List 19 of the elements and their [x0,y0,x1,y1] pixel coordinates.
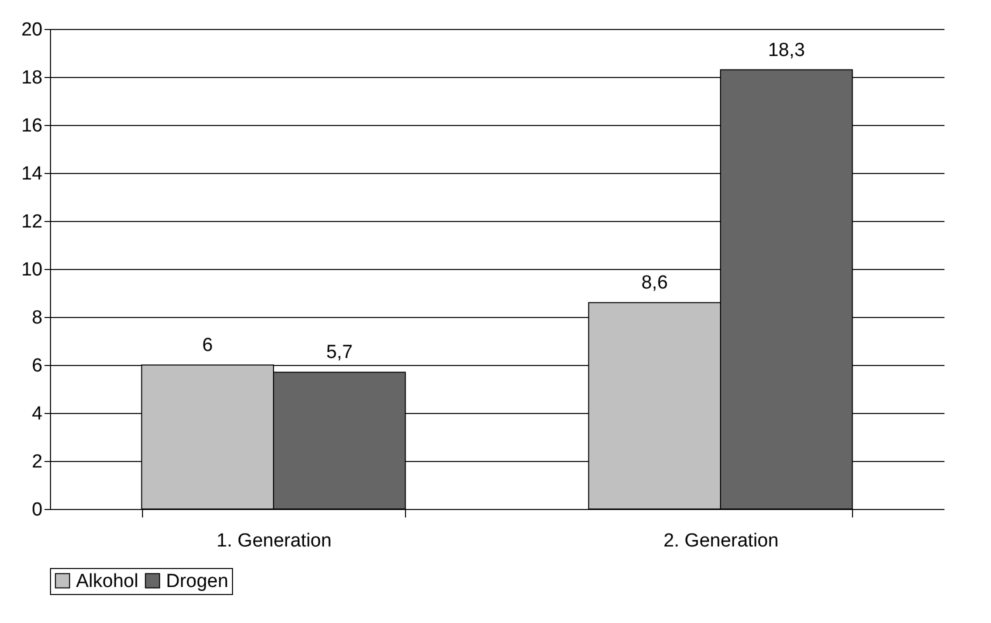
y-tick-label: 2 [32,452,42,472]
x-tick-label: 2. Generation [663,530,779,552]
y-tick-label: 12 [21,212,42,232]
legend-label: Alkohol [76,570,138,592]
y-tick-label: 16 [21,116,42,136]
data-label: 5,7 [326,342,353,364]
y-tick-label: 8 [32,308,42,328]
x-tick-label: 1. Generation [216,530,332,552]
y-tick-label: 10 [21,260,42,280]
data-label: 18,3 [768,40,805,61]
y-tick-label: 20 [21,20,42,40]
data-label: 6 [202,335,213,356]
y-tick-label: 4 [32,404,43,424]
y-tick-label: 6 [32,356,42,376]
data-label: 8,6 [641,272,668,294]
y-tick-label: 0 [32,500,42,520]
y-tick-label: 14 [21,164,43,184]
legend-label: Drogen [166,570,228,592]
y-tick-label: 18 [21,68,42,88]
